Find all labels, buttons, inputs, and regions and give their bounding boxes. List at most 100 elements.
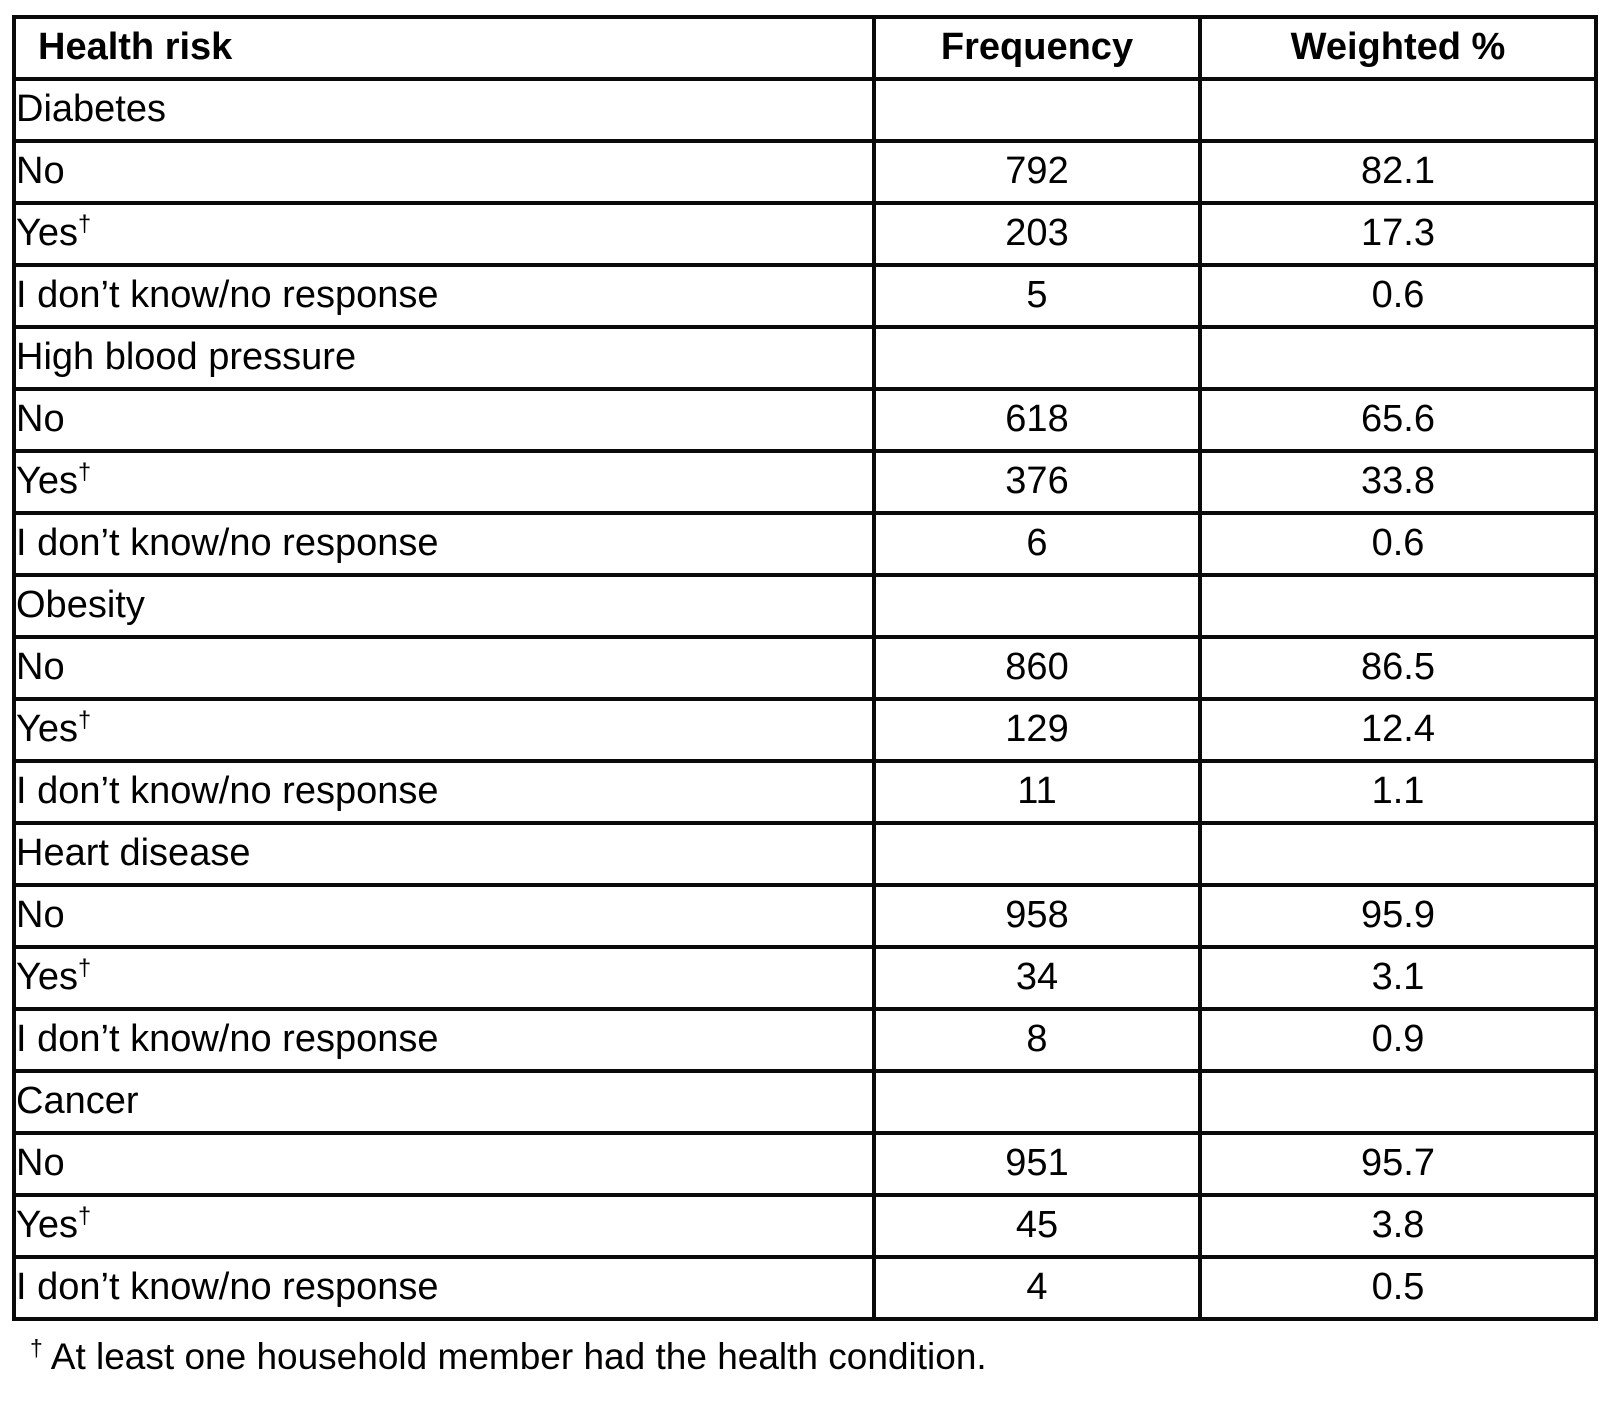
empty-cell xyxy=(872,77,1202,143)
table-row: No 951 95.7 xyxy=(12,1131,1598,1197)
frequency-value: 45 xyxy=(872,1193,1202,1259)
frequency-value: 34 xyxy=(872,945,1202,1011)
dagger-icon: † xyxy=(78,954,92,981)
table-row: Yes† 129 12.4 xyxy=(12,697,1598,763)
weighted-pct-value: 65.6 xyxy=(1198,387,1598,453)
row-label: No xyxy=(16,894,65,937)
frequency-value: 4 xyxy=(872,1255,1202,1321)
dagger-icon: † xyxy=(30,1334,43,1361)
weighted-pct-value: 0.6 xyxy=(1198,511,1598,577)
row-label: I don’t know/no response xyxy=(16,770,439,813)
row-label-cell: I don’t know/no response xyxy=(12,759,876,825)
frequency-value: 958 xyxy=(872,883,1202,949)
dagger-icon: † xyxy=(78,706,92,733)
section-label: Heart disease xyxy=(12,821,876,887)
weighted-pct-value: 0.5 xyxy=(1198,1255,1598,1321)
empty-cell xyxy=(1198,77,1598,143)
row-label-cell: Yes† xyxy=(12,697,876,763)
frequency-value: 129 xyxy=(872,697,1202,763)
column-header-frequency: Frequency xyxy=(872,15,1202,81)
row-label: I don’t know/no response xyxy=(16,522,439,565)
frequency-value: 6 xyxy=(872,511,1202,577)
footnote: † At least one household member had the h… xyxy=(30,1335,1600,1379)
section-label: Obesity xyxy=(12,573,876,639)
empty-cell xyxy=(872,325,1202,391)
column-header-weighted-pct: Weighted % xyxy=(1198,15,1598,81)
header-row: Health risk Frequency Weighted % xyxy=(12,15,1598,81)
frequency-value: 618 xyxy=(872,387,1202,453)
row-label: No xyxy=(16,150,65,193)
health-risk-table: Health risk Frequency Weighted % Diabete… xyxy=(12,15,1598,1321)
row-label-cell: Yes† xyxy=(12,945,876,1011)
frequency-value: 376 xyxy=(872,449,1202,515)
weighted-pct-value: 3.8 xyxy=(1198,1193,1598,1259)
table-row: Yes† 203 17.3 xyxy=(12,201,1598,267)
dagger-icon: † xyxy=(78,458,92,485)
table-row: Yes† 34 3.1 xyxy=(12,945,1598,1011)
section-label: High blood pressure xyxy=(12,325,876,391)
weighted-pct-value: 1.1 xyxy=(1198,759,1598,825)
section-row: Obesity xyxy=(12,573,1598,639)
weighted-pct-value: 86.5 xyxy=(1198,635,1598,701)
empty-cell xyxy=(872,573,1202,639)
row-label-cell: No xyxy=(12,139,876,205)
section-row: Cancer xyxy=(12,1069,1598,1135)
table-row: No 618 65.6 xyxy=(12,387,1598,453)
row-label: No xyxy=(16,1142,65,1185)
frequency-value: 951 xyxy=(872,1131,1202,1197)
empty-cell xyxy=(1198,325,1598,391)
frequency-value: 860 xyxy=(872,635,1202,701)
row-label-cell: I don’t know/no response xyxy=(12,263,876,329)
row-label-cell: I don’t know/no response xyxy=(12,1007,876,1073)
table-row: I don’t know/no response 11 1.1 xyxy=(12,759,1598,825)
weighted-pct-value: 95.7 xyxy=(1198,1131,1598,1197)
footnote-text: At least one household member had the he… xyxy=(50,1336,987,1377)
row-label-cell: I don’t know/no response xyxy=(12,511,876,577)
weighted-pct-value: 0.9 xyxy=(1198,1007,1598,1073)
empty-cell xyxy=(1198,821,1598,887)
empty-cell xyxy=(1198,573,1598,639)
frequency-value: 203 xyxy=(872,201,1202,267)
frequency-value: 8 xyxy=(872,1007,1202,1073)
frequency-value: 11 xyxy=(872,759,1202,825)
section-label: Cancer xyxy=(12,1069,876,1135)
frequency-value: 5 xyxy=(872,263,1202,329)
weighted-pct-value: 12.4 xyxy=(1198,697,1598,763)
table-row: Yes† 45 3.8 xyxy=(12,1193,1598,1259)
row-label: No xyxy=(16,646,65,689)
row-label: No xyxy=(16,398,65,441)
row-label: Yes xyxy=(16,956,78,999)
row-label: I don’t know/no response xyxy=(16,1018,439,1061)
column-header-health-risk: Health risk xyxy=(12,15,876,81)
weighted-pct-value: 95.9 xyxy=(1198,883,1598,949)
row-label-cell: No xyxy=(12,883,876,949)
table-row: I don’t know/no response 8 0.9 xyxy=(12,1007,1598,1073)
dagger-icon: † xyxy=(78,210,92,237)
section-row: Diabetes xyxy=(12,77,1598,143)
row-label: Yes xyxy=(16,1204,78,1247)
empty-cell xyxy=(872,1069,1202,1135)
row-label: Yes xyxy=(16,212,78,255)
row-label-cell: No xyxy=(12,1131,876,1197)
row-label: I don’t know/no response xyxy=(16,274,439,317)
dagger-icon: † xyxy=(78,1202,92,1229)
page: Health risk Frequency Weighted % Diabete… xyxy=(0,15,1600,1408)
table-row: No 860 86.5 xyxy=(12,635,1598,701)
row-label-cell: Yes† xyxy=(12,1193,876,1259)
row-label: I don’t know/no response xyxy=(16,1266,439,1309)
row-label-cell: No xyxy=(12,635,876,701)
table-row: I don’t know/no response 5 0.6 xyxy=(12,263,1598,329)
row-label-cell: Yes† xyxy=(12,201,876,267)
row-label-cell: Yes† xyxy=(12,449,876,515)
row-label: Yes xyxy=(16,708,78,751)
table-row: I don’t know/no response 6 0.6 xyxy=(12,511,1598,577)
row-label-cell: I don’t know/no response xyxy=(12,1255,876,1321)
section-row: Heart disease xyxy=(12,821,1598,887)
weighted-pct-value: 82.1 xyxy=(1198,139,1598,205)
section-label: Diabetes xyxy=(12,77,876,143)
row-label: Yes xyxy=(16,460,78,503)
section-row: High blood pressure xyxy=(12,325,1598,391)
table-row: No 958 95.9 xyxy=(12,883,1598,949)
empty-cell xyxy=(872,821,1202,887)
table-row: Yes† 376 33.8 xyxy=(12,449,1598,515)
